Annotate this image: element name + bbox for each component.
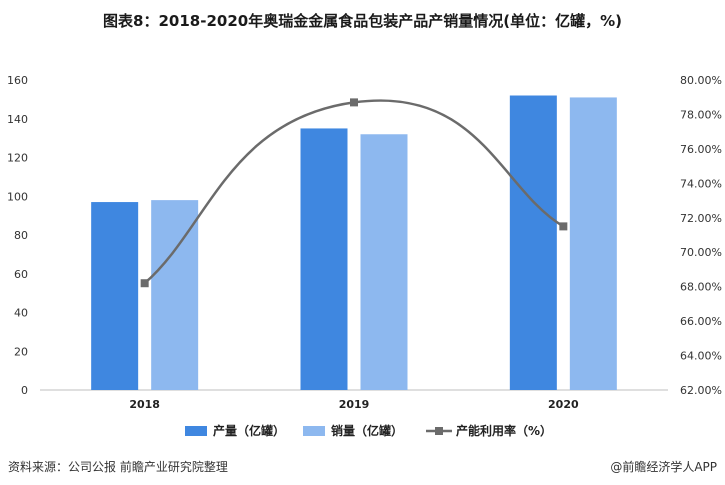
legend-marker-swatch <box>435 427 443 435</box>
right-tick-label: 76.00% <box>680 143 722 156</box>
right-tick-label: 68.00% <box>680 281 722 294</box>
legend-label: 产量（亿罐） <box>213 423 285 438</box>
utilization-line <box>140 98 568 288</box>
right-axis: 62.00% 64.00% 66.00% 68.00% 70.00% 72.00% 74.0… <box>680 74 722 397</box>
bars <box>91 95 617 390</box>
footer-credit: @前瞻经济学人APP <box>610 460 717 474</box>
left-tick-label: 40 <box>14 307 28 320</box>
legend-label: 销量（亿罐） <box>331 423 403 438</box>
left-axis: 0 20 40 60 80 100 120 140 160 <box>7 74 28 397</box>
utilization-marker-2019 <box>350 98 358 107</box>
x-tick-label: 2018 <box>129 398 160 411</box>
left-tick-label: 80 <box>14 229 28 242</box>
right-tick-label: 70.00% <box>680 246 722 259</box>
right-tick-label: 62.00% <box>680 384 722 397</box>
utilization-line-path <box>143 99 564 285</box>
right-tick-label: 66.00% <box>680 315 722 328</box>
legend-label: 产能利用率（%） <box>456 423 552 438</box>
legend: 产量（亿罐） 销量（亿罐） 产能利用率（%） <box>185 423 552 438</box>
bar-sales-2018 <box>151 200 199 390</box>
bar-production-2018 <box>91 202 139 390</box>
bar-sales-2020 <box>569 97 617 390</box>
left-tick-label: 20 <box>14 345 28 358</box>
left-tick-label: 60 <box>14 268 28 281</box>
legend-swatch <box>303 426 325 436</box>
x-tick-label: 2019 <box>339 398 370 411</box>
right-tick-label: 78.00% <box>680 108 722 121</box>
left-tick-label: 120 <box>7 152 28 165</box>
chart-title: 图表8：2018-2020年奥瑞金金属食品包装产品产销量情况(单位：亿罐，%) <box>103 12 622 30</box>
right-tick-label: 72.00% <box>680 212 722 225</box>
bar-production-2020 <box>509 95 557 390</box>
utilization-marker-2018 <box>140 279 149 288</box>
x-tick-label: 2020 <box>548 398 579 411</box>
left-tick-label: 160 <box>7 74 28 87</box>
left-tick-label: 100 <box>7 190 28 203</box>
right-tick-label: 74.00% <box>680 177 722 190</box>
legend-swatch <box>185 426 207 436</box>
footer-source: 资料来源：公司公报 前瞻产业研究院整理 <box>8 460 228 474</box>
bar-production-2019 <box>300 128 348 390</box>
right-tick-label: 80.00% <box>680 74 722 87</box>
left-tick-label: 140 <box>7 113 28 126</box>
bar-sales-2019 <box>360 134 408 390</box>
utilization-marker-2020 <box>559 222 568 231</box>
left-tick-label: 0 <box>21 384 28 397</box>
x-axis-labels: 2018 2019 2020 <box>129 398 579 411</box>
right-tick-label: 64.00% <box>680 350 722 363</box>
